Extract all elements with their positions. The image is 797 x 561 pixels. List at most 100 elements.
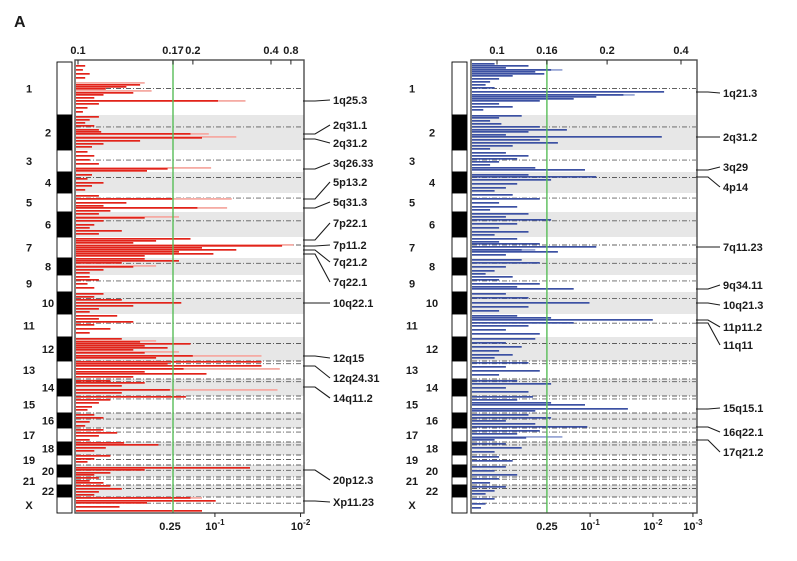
deletion-bar [472,84,486,86]
amplification-bar [76,251,179,253]
ideogram-band-chr10 [451,291,468,315]
deletion-bar [472,94,624,96]
amplification-bar [76,258,145,260]
chromosome-label-10: 10 [42,298,54,310]
amplification-bar [76,332,90,334]
ideogram-band-chr7 [56,236,73,259]
ideogram-band-chr15 [56,395,73,414]
deletion-bar [472,354,513,356]
peak-leader-line [303,365,331,379]
ideogram-band-chr9 [56,274,73,293]
peak-label-2q31.2: 2q31.2 [333,138,367,150]
deletion-bar [472,366,506,368]
ideogram-band-chr15 [451,395,468,414]
ideogram-band-chr18 [451,441,468,456]
amplification-bar [76,137,202,139]
deletion-bar [472,179,552,181]
amplification-bar [76,69,83,71]
deletion-bar [472,246,597,248]
chromosome-label-1: 1 [409,84,415,96]
deletion-bar [472,306,529,308]
amplification-bar [76,506,120,508]
bottom-axis-label: 0.25 [536,521,557,533]
amplification-bar [76,324,95,326]
amplification-bar [76,230,122,232]
deletion-bar [472,470,495,472]
deletion-bar [472,98,574,100]
amplification-bar [76,480,90,482]
amplification-bar [76,65,86,67]
amplification-bar [76,399,111,401]
amplification-bar [76,133,191,135]
peak-label-5p13.2: 5p13.2 [333,177,367,189]
chromosome-stripe [471,442,697,455]
amplification-bar [76,341,141,343]
deletion-bar [472,498,495,500]
ideogram-band-chr20 [451,464,468,478]
amplification-bar [76,125,95,127]
deletion-bar [472,439,495,441]
amplification-bar [76,131,102,133]
chromosome-label-21: 21 [406,476,418,488]
peak-leader-line [696,322,721,346]
amplification-bar [76,363,168,365]
peak-label-3q29: 3q29 [723,162,748,174]
amplification-bar-light [76,351,179,353]
deletion-bar [472,433,518,435]
amplification-bar [76,477,99,479]
amplification-bar [76,111,83,113]
amplification-bar [76,262,122,264]
chromosome-label-12: 12 [426,344,438,356]
deletion-bar [472,387,506,389]
amplification-bar [76,467,250,469]
deletion-bar [472,183,518,185]
deletion-bar [472,374,500,376]
ideogram-band-chr19 [56,454,73,466]
deletion-bar [472,460,513,462]
amplification-bar [76,276,90,278]
deletion-bar [472,231,529,233]
amplification-bar [76,361,262,363]
ideogram-band-chr13 [451,360,468,380]
deletion-bar [472,490,495,492]
deletion-bar [472,81,491,83]
ideogram-band-chr22 [56,484,73,498]
chromosome-label-3: 3 [409,156,415,168]
amplification-bar [76,224,95,226]
amplification-bar [76,287,95,289]
deletion-bar [472,443,506,445]
deletion-bar [472,370,540,372]
ideogram-band-chr14 [451,378,468,397]
deletion-bar [472,426,588,428]
deletion-bar [472,129,567,131]
chromosome-label-22: 22 [42,486,54,498]
amplification-bar [76,352,145,354]
amplification-bar-light [76,136,237,138]
amplification-bar [76,293,104,295]
deletion-bar [472,493,486,495]
chromosome-label-12: 12 [42,344,54,356]
amplification-bar [76,406,92,408]
bottom-axis-label: 0.25 [159,521,180,533]
chromosome-label-8: 8 [45,262,51,274]
amplification-bar [76,168,168,170]
peak-label-7q22.1: 7q22.1 [333,277,367,289]
ideogram-band-chr16 [451,412,468,429]
amplification-bar [76,429,104,431]
chromosome-label-6: 6 [45,220,51,232]
deletion-bar [472,342,506,344]
deletion-bar [472,302,590,304]
amplification-bar [76,318,99,320]
deletion-bar [472,219,552,221]
chromosome-label-17: 17 [23,430,35,442]
top-axis-label: 0.4 [673,45,689,57]
amplification-bar [76,88,106,90]
amplification-bar [76,491,99,493]
deletion-bar [472,139,540,141]
deletion-bar [472,396,533,398]
amplification-bar [76,116,99,118]
deletion-bar [472,103,500,105]
chromosome-stripe [75,465,304,477]
ideogram-band-chr14 [56,378,73,397]
bottom-axis-label: 10-2 [291,518,311,533]
